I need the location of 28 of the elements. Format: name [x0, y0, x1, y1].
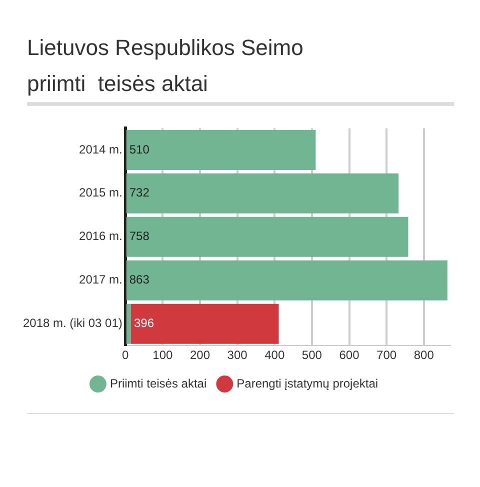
x-tick-label: 500 [302, 348, 322, 362]
bar [126, 260, 448, 300]
bar [126, 216, 408, 257]
bar [126, 130, 316, 170]
y-tick-label: 2018 m. (iki 03 01) [22, 316, 122, 330]
x-tick-label: 400 [264, 348, 285, 362]
data-label: 732 [129, 186, 150, 200]
bar [130, 304, 279, 344]
x-tick-label: 200 [190, 348, 210, 362]
chart-title: Lietuvos Respublikos Seimo priimti teisės aktai [27, 34, 304, 98]
x-tick-label: 600 [339, 348, 360, 362]
data-label: 758 [129, 229, 150, 244]
data-label: 863 [129, 272, 150, 287]
x-tick-label: 300 [227, 348, 248, 362]
y-tick-label: 2016 m. [79, 229, 122, 244]
x-tick-label: 800 [414, 348, 434, 362]
x-tick-label: 100 [152, 348, 174, 362]
legend-label: Priimti teisės aktai [110, 376, 207, 390]
data-label: 510 [129, 142, 150, 156]
y-tick-label: 2014 m. [79, 142, 122, 156]
y-tick-label: 2017 m. [79, 272, 122, 287]
legend-label: Parengti įstatymų projektai [236, 376, 378, 390]
bar [126, 173, 399, 214]
bar [126, 304, 131, 344]
x-tick-label: 0 [122, 348, 130, 362]
x-tick-label: 700 [376, 348, 397, 362]
data-label: 396 [134, 316, 154, 330]
y-tick-label: 2015 m. [79, 186, 122, 200]
